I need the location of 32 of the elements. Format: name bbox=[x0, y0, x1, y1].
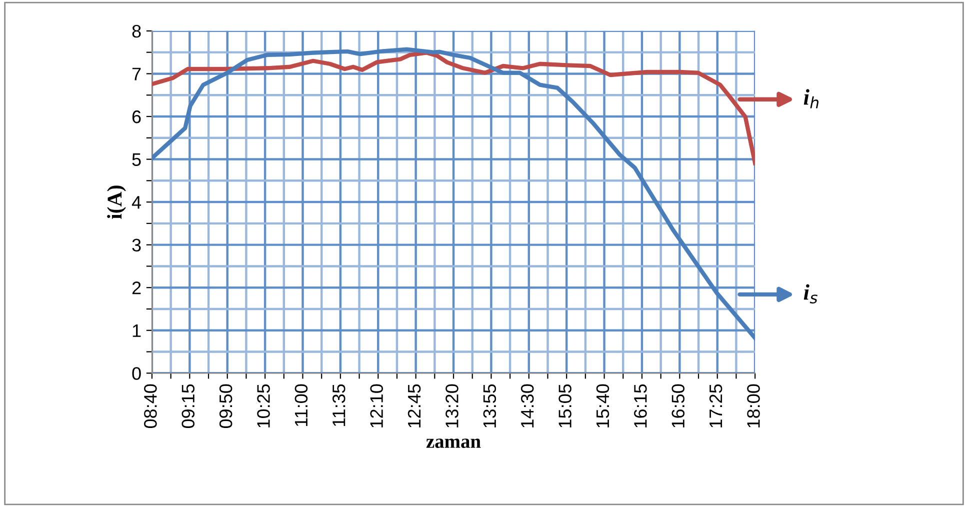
x-tick-label: 14:30 bbox=[520, 384, 534, 428]
legend-label: i$_{s}$ bbox=[804, 284, 818, 304]
y-tick-label: 8 bbox=[132, 24, 141, 38]
x-tick-label: 12:10 bbox=[370, 384, 383, 428]
line-series bbox=[152, 50, 756, 166]
x-tick-label: 09:15 bbox=[182, 384, 195, 428]
x-tick-label: 16:15 bbox=[634, 384, 647, 428]
y-tick-label: 1 bbox=[132, 324, 141, 337]
y-tick-label: 7 bbox=[132, 68, 141, 80]
y-tick-label: 0 bbox=[132, 367, 141, 380]
x-axis-title: zaman bbox=[426, 438, 481, 448]
y-tick-label: 4 bbox=[132, 196, 142, 209]
legend-label: i$_{h}$ bbox=[804, 89, 818, 108]
y-tick-label: 5 bbox=[132, 153, 141, 166]
line-series bbox=[152, 47, 756, 340]
y-tick-label: 3 bbox=[132, 238, 141, 252]
x-tick-label: 11:00 bbox=[294, 384, 308, 426]
y-tick-label: 6 bbox=[132, 110, 141, 124]
x-tick-label: 17:25 bbox=[709, 384, 722, 428]
y-tick-label: 2 bbox=[132, 282, 141, 294]
x-tick-label: 12:45 bbox=[408, 384, 421, 428]
x-tick-label: 15:40 bbox=[596, 384, 610, 428]
x-tick-label: 13:20 bbox=[446, 384, 458, 428]
x-tick-label: 09:50 bbox=[219, 384, 232, 428]
y-axis-title: i(A) bbox=[107, 186, 126, 219]
x-tick-label: 13:55 bbox=[483, 384, 496, 428]
x-tick-label: 11:35 bbox=[332, 384, 346, 426]
x-tick-label: 18:00 bbox=[747, 384, 760, 428]
x-tick-label: 08:40 bbox=[144, 384, 157, 428]
x-tick-label: 10:25 bbox=[257, 384, 270, 428]
x-tick-label: 16:50 bbox=[672, 384, 684, 428]
x-tick-label: 15:05 bbox=[558, 384, 572, 428]
